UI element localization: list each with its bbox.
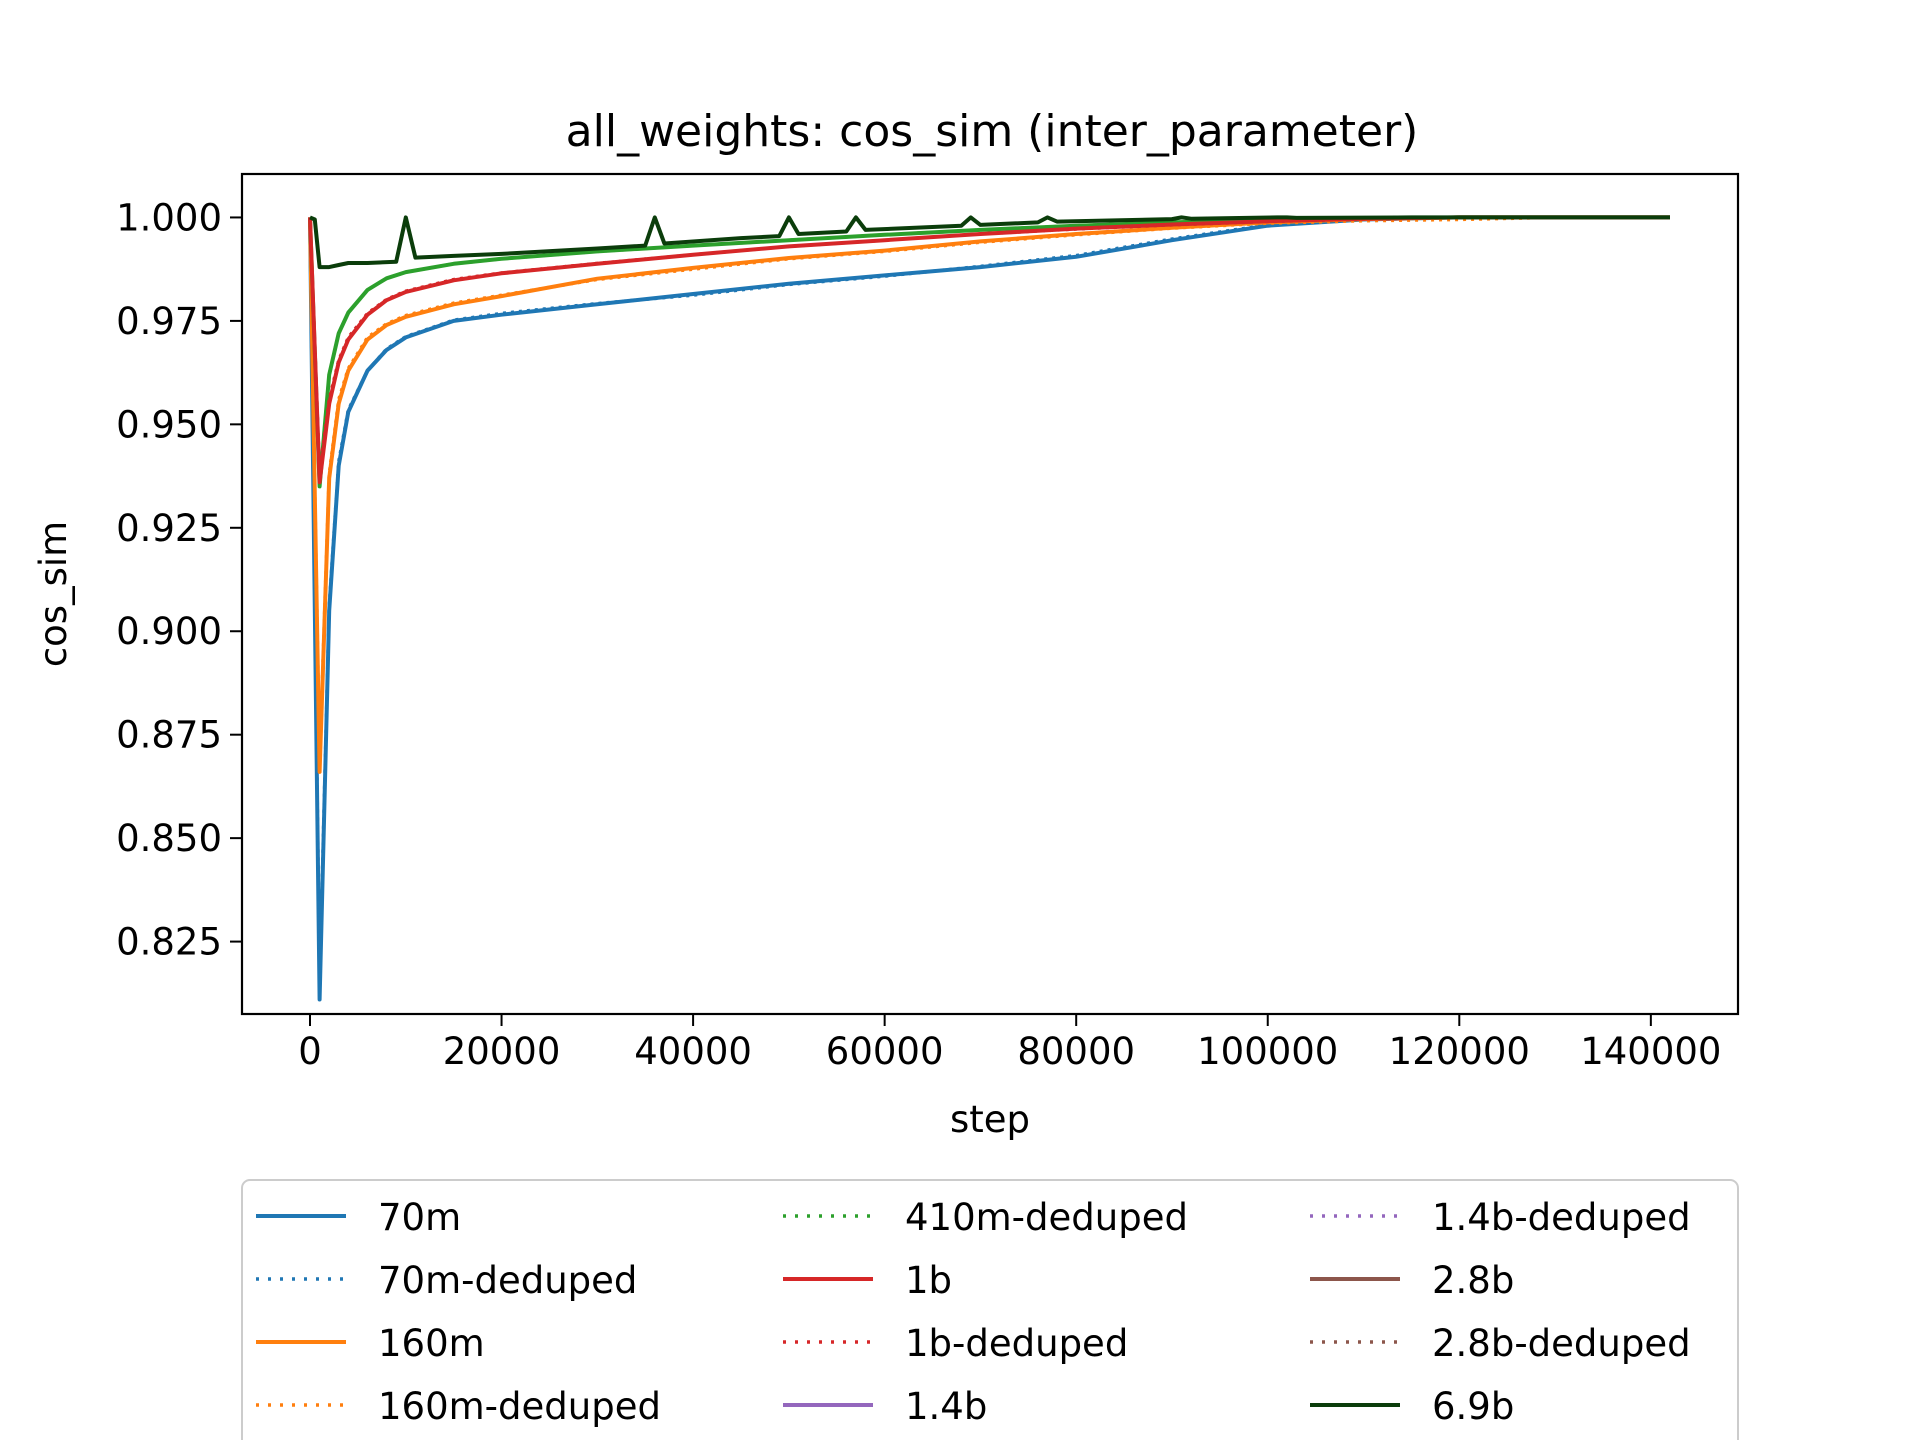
y-tick-label: 0.875 (116, 714, 222, 757)
legend-item-1b-deduped: 1b-deduped (783, 1322, 1128, 1365)
legend-label: 1.4b (905, 1385, 987, 1428)
x-tick-label: 80000 (1017, 1030, 1135, 1073)
x-tick-label: 60000 (826, 1030, 944, 1073)
series-layer (308, 215, 1670, 1002)
x-tick-label: 40000 (634, 1030, 752, 1073)
y-axis: 0.825 0.850 0.875 0.900 0.925 0.950 0.975 1.000 (116, 196, 242, 964)
legend-item-160m-deduped: 160m-deduped (256, 1385, 661, 1428)
legend-label: 2.8b-deduped (1432, 1322, 1691, 1365)
legend-item-6-9b: 6.9b (1310, 1385, 1514, 1428)
legend-label: 1b (905, 1259, 952, 1302)
series-line-160m-deduped (308, 215, 1670, 766)
y-tick-label: 0.900 (116, 610, 222, 653)
legend-item-410m-deduped: 410m-deduped (783, 1196, 1188, 1239)
legend-item-1-4b: 1.4b (783, 1385, 987, 1428)
y-tick-label: 0.825 (116, 921, 222, 964)
x-tick-label: 20000 (443, 1030, 561, 1073)
x-tick-label: 140000 (1580, 1030, 1721, 1073)
legend-label: 70m-deduped (378, 1259, 637, 1302)
y-tick-label: 0.975 (116, 300, 222, 343)
legend-label: 70m (378, 1196, 461, 1239)
y-tick-label: 1.000 (116, 196, 222, 239)
series-line-6-9b (309, 215, 1670, 270)
legend-item-1b: 1b (783, 1259, 952, 1302)
legend-item-70m: 70m (256, 1196, 461, 1239)
legend-item-2-8b-deduped: 2.8b-deduped (1310, 1322, 1691, 1365)
y-tick-label: 0.950 (116, 403, 222, 446)
legend-label: 160m-deduped (378, 1385, 661, 1428)
legend-item-2-8b: 2.8b (1310, 1259, 1514, 1302)
series-line-70m-deduped (308, 215, 1670, 985)
x-tick-label: 120000 (1389, 1030, 1530, 1073)
x-axis: 0 20000 40000 60000 80000 100000 120000 140000 (298, 1014, 1721, 1073)
series-line-1b-deduped (308, 215, 1670, 476)
legend-label: 1.4b-deduped (1432, 1196, 1691, 1239)
x-axis-label: step (950, 1098, 1030, 1141)
legend-box (241, 1179, 1739, 1440)
legend-item-160m: 160m (256, 1322, 485, 1365)
legend-label: 160m (378, 1322, 485, 1365)
legend-label: 410m-deduped (905, 1196, 1188, 1239)
plot-frame (240, 172, 1740, 1016)
legend-item-70m-deduped: 70m-deduped (256, 1259, 637, 1302)
legend-item-1-4b-deduped: 1.4b-deduped (1310, 1196, 1691, 1239)
chart-title: all_weights: cos_sim (inter_parameter) (566, 106, 1419, 157)
series-line-160m (308, 215, 1670, 774)
legend-label: 2.8b (1432, 1259, 1514, 1302)
legend-label: 6.9b (1432, 1385, 1514, 1428)
legend: 70m 70m-deduped 160m 160m-deduped 410m-dedup… (256, 1196, 1691, 1428)
x-tick-label: 100000 (1197, 1030, 1338, 1073)
y-tick-label: 0.925 (116, 507, 222, 550)
y-axis-label: cos_sim (32, 521, 75, 667)
y-tick-label: 0.850 (116, 817, 222, 860)
series-line-70m (308, 215, 1670, 1002)
series-line-410m (308, 215, 1670, 489)
legend-label: 1b-deduped (905, 1322, 1128, 1365)
x-tick-label: 0 (298, 1030, 322, 1073)
